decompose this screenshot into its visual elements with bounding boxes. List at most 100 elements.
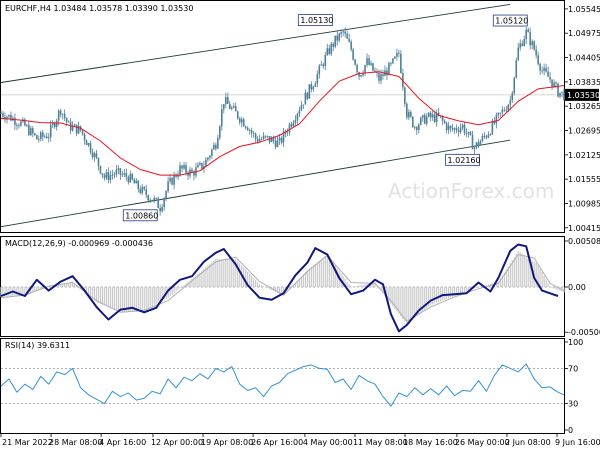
candle-body	[509, 100, 512, 105]
candle-body	[137, 180, 140, 190]
x-tick-label: 11 May 08:00	[353, 438, 408, 447]
candle-body	[177, 175, 179, 177]
candle-body	[207, 157, 209, 160]
candle-body	[93, 153, 96, 158]
candle-body	[461, 124, 464, 128]
candle-body	[153, 198, 155, 201]
price-tick-label: 1.05545	[568, 5, 600, 14]
candle-body	[115, 169, 118, 175]
x-tick-label: 12 Apr 00:00	[151, 438, 203, 447]
candle-body	[83, 133, 86, 141]
candle-body	[404, 87, 406, 104]
candle-body	[419, 117, 422, 125]
candle-body	[390, 63, 392, 64]
candle-body	[326, 48, 329, 55]
candle-body	[457, 130, 460, 132]
candle-body	[344, 31, 346, 34]
price-tick-label: 1.01555	[568, 175, 600, 184]
candle-body	[171, 177, 173, 185]
candle-body	[87, 143, 90, 145]
candle-body	[14, 118, 16, 125]
candle-body	[181, 165, 183, 169]
candle-body	[201, 162, 203, 169]
candle-body	[248, 130, 251, 131]
candle-body	[65, 117, 68, 123]
candle-body	[103, 175, 106, 178]
candle-body	[125, 173, 128, 178]
candle-body	[165, 191, 167, 199]
candle-body	[63, 113, 66, 118]
candle-body	[141, 186, 144, 193]
moving-average-line	[0, 71, 565, 176]
candle-body	[256, 139, 259, 142]
candle-body	[521, 43, 524, 46]
candle-body	[75, 124, 78, 134]
candle-body	[0, 113, 2, 115]
candle-body	[497, 112, 500, 115]
candle-body	[157, 198, 159, 209]
candle-body	[336, 35, 339, 41]
candle-body	[320, 64, 323, 66]
price-tick-label: 1.04405	[568, 54, 600, 63]
candle-body	[155, 198, 157, 199]
price-tick-label: 1.02125	[568, 151, 600, 160]
x-tick-label: 2 Jun 08:00	[505, 438, 551, 447]
candle-body	[360, 75, 362, 77]
candle-body	[312, 86, 315, 90]
candle-body	[266, 135, 269, 137]
candle-body	[123, 173, 126, 175]
candle-body	[437, 112, 440, 116]
candle-body	[49, 125, 52, 138]
candle-body	[286, 132, 289, 134]
candle-body	[378, 73, 380, 81]
candle-body	[453, 128, 456, 130]
candle-body	[240, 119, 243, 123]
candle-body	[427, 112, 430, 117]
candle-body	[99, 165, 102, 174]
candle-body	[193, 171, 195, 176]
candle-body	[252, 132, 255, 134]
candle-body	[34, 133, 36, 135]
candle-body	[197, 164, 199, 168]
candle-body	[408, 111, 410, 118]
candle-body	[67, 121, 70, 123]
candle-body	[431, 114, 434, 118]
candle-body	[270, 137, 273, 142]
candle-body	[272, 137, 275, 141]
candle-body	[346, 33, 348, 39]
candle-body	[330, 43, 333, 54]
candle-body	[400, 53, 402, 73]
candle-body	[471, 134, 474, 150]
candle-body	[244, 126, 247, 128]
candle-body	[135, 180, 138, 184]
current-price-tag-label: 1.03530	[567, 91, 600, 100]
candle-body	[358, 72, 360, 77]
candle-body	[366, 58, 368, 66]
candle-body	[73, 124, 76, 126]
candle-body	[250, 130, 253, 133]
candle-body	[493, 120, 496, 124]
candle-body	[254, 133, 257, 140]
watermark: ActionForex.com	[388, 179, 554, 203]
candle-body	[465, 133, 468, 135]
candle-body	[481, 135, 484, 142]
candle-body	[318, 65, 321, 75]
candle-body	[143, 186, 146, 190]
candle-body	[129, 173, 132, 183]
macd-panel-frame	[0, 236, 565, 337]
x-tick-label: 19 Apr 08:00	[201, 438, 253, 447]
candle-body	[119, 168, 122, 176]
candle-body	[127, 177, 130, 183]
candle-body	[213, 144, 215, 150]
candle-body	[47, 137, 50, 139]
macd-header: MACD(12,26,9) -0.000969 -0.000436	[5, 239, 153, 248]
x-tick-label: 4 May 00:00	[303, 438, 353, 447]
candle-body	[523, 39, 526, 46]
candle-body	[527, 29, 529, 33]
candle-body	[175, 174, 177, 177]
candle-body	[304, 92, 307, 105]
candle-body	[350, 41, 352, 50]
candle-body	[501, 109, 504, 113]
candle-body	[260, 138, 263, 140]
candle-body	[61, 113, 64, 115]
